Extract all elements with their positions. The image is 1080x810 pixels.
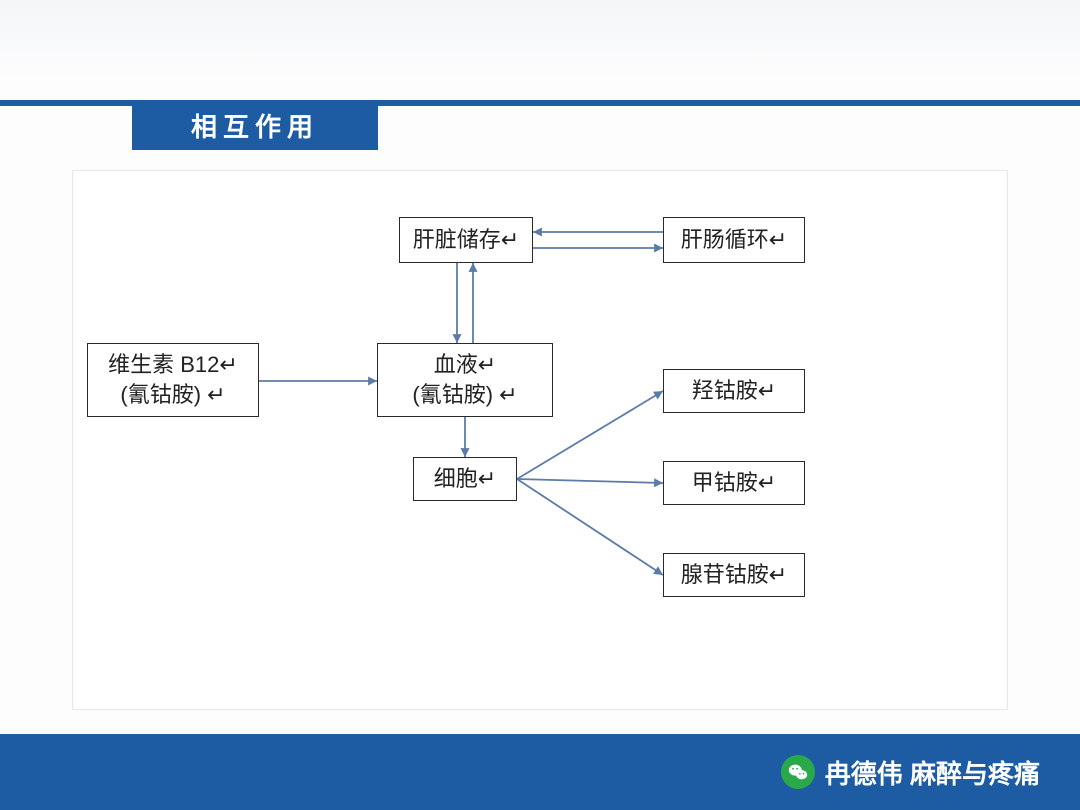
node-adeno: 腺苷钴胺↵	[663, 553, 805, 597]
node-b12: 维生素 B12↵(氰钴胺) ↵	[87, 343, 259, 417]
wechat-icon	[781, 755, 815, 789]
slide-title-bar: 相互作用	[132, 100, 378, 150]
edge-layer	[73, 171, 1009, 711]
node-cell: 细胞↵	[413, 457, 517, 501]
slide-title: 相互作用	[191, 107, 319, 144]
node-liver_store: 肝脏储存↵	[399, 217, 533, 263]
node-blood: 血液↵(氰钴胺) ↵	[377, 343, 553, 417]
node-liver_cycle: 肝肠循环↵	[663, 217, 805, 263]
footer-bar: 冉德伟 麻醉与疼痛	[0, 734, 1080, 810]
node-methyl: 甲钴胺↵	[663, 461, 805, 505]
node-hydrox: 羟钴胺↵	[663, 369, 805, 413]
footer-text: 冉德伟 麻醉与疼痛	[825, 754, 1040, 791]
content-area: 维生素 B12↵(氰钴胺) ↵ 血液↵(氰钴胺) ↵ 肝脏储存↵ 肝肠循环↵ 细胞↵ 羟钴…	[72, 170, 1008, 710]
